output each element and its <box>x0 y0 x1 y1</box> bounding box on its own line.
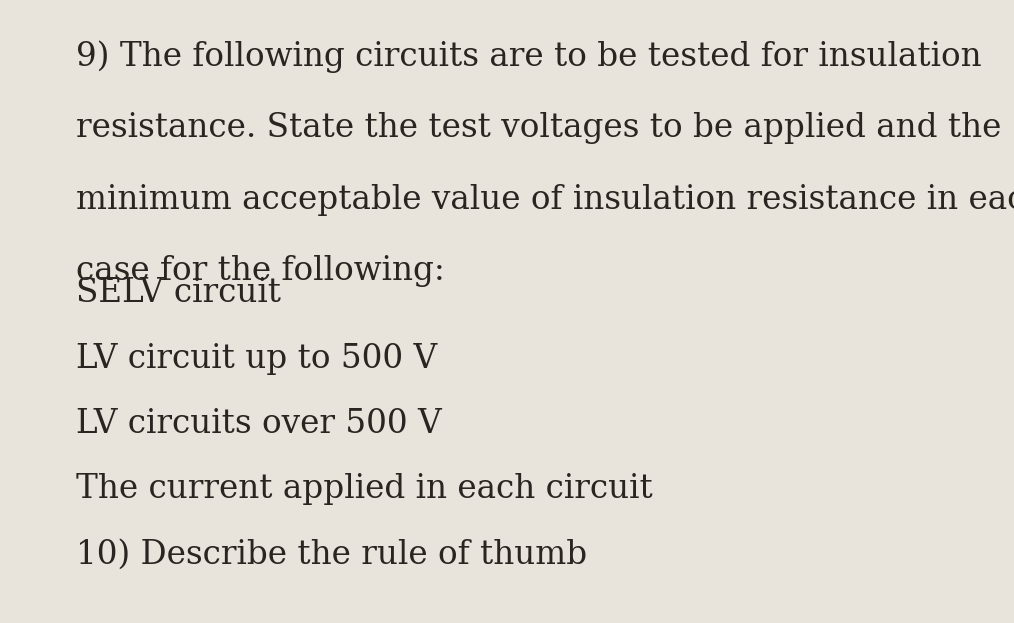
Text: LV circuits over 500 V: LV circuits over 500 V <box>76 408 442 440</box>
Text: 10) Describe the rule of thumb: 10) Describe the rule of thumb <box>76 539 587 571</box>
Text: 9) The following circuits are to be tested for insulation: 9) The following circuits are to be test… <box>76 40 982 73</box>
Text: minimum acceptable value of insulation resistance in each: minimum acceptable value of insulation r… <box>76 184 1014 216</box>
Text: case for the following:: case for the following: <box>76 255 445 287</box>
Text: SELV circuit: SELV circuit <box>76 277 281 309</box>
Text: LV circuit up to 500 V: LV circuit up to 500 V <box>76 343 437 374</box>
Text: The current applied in each circuit: The current applied in each circuit <box>76 473 653 505</box>
Text: resistance. State the test voltages to be applied and the: resistance. State the test voltages to b… <box>76 112 1002 144</box>
